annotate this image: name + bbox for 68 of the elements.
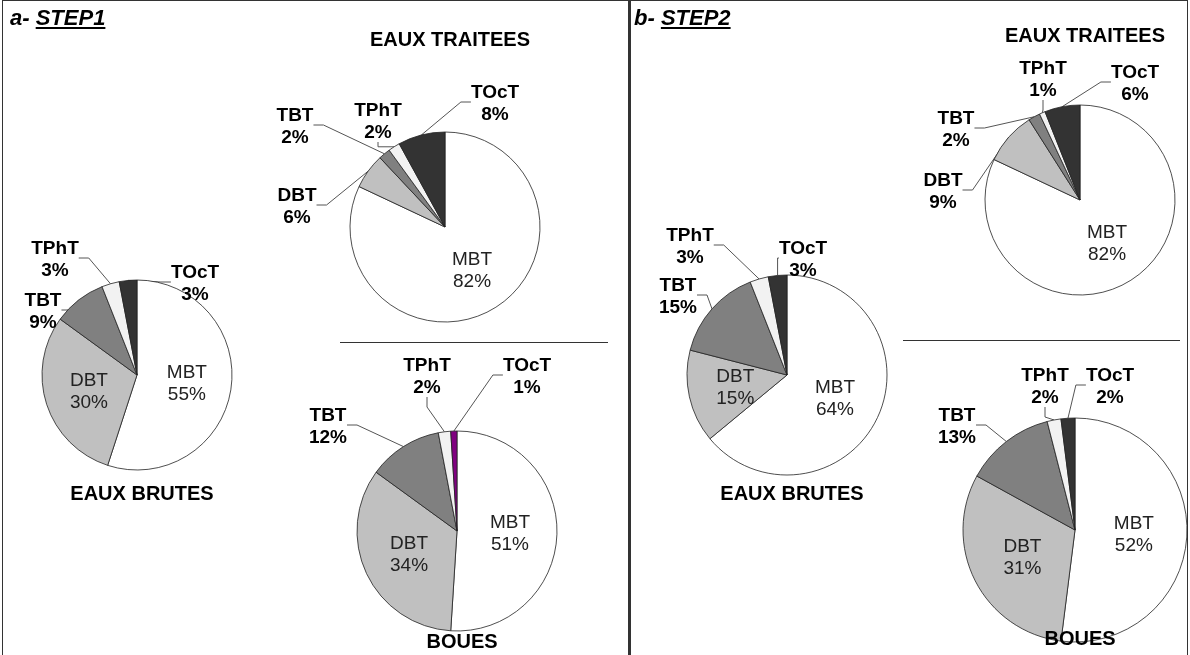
slice-label: DBT [1003, 535, 1042, 557]
slice-label: MBT [489, 511, 531, 533]
text: a- STEP1 [10, 5, 106, 30]
slice-label: TPhT [1021, 363, 1070, 385]
data-label: 55% [167, 383, 206, 405]
slice-label: TBT [937, 106, 975, 128]
data-label: 6% [1121, 82, 1149, 104]
slice-label: TBT [276, 103, 314, 125]
slice-label: MBT [1113, 512, 1155, 534]
data-label: 52% [1114, 534, 1153, 556]
slice-label: TPhT [1019, 56, 1068, 78]
data-label: 3% [676, 245, 704, 267]
slice-label: DBT [69, 369, 109, 391]
data-label: 2% [413, 375, 441, 397]
data-label: 3% [789, 258, 817, 280]
slice-label: TPhT [354, 98, 403, 120]
data-label: 64% [815, 398, 855, 420]
chart-title: EAUX TRAITEES [1004, 24, 1166, 46]
slice-label: DBT [716, 365, 755, 387]
data-label: 82% [453, 270, 492, 292]
data-label: 2% [942, 128, 970, 150]
text: EAUX BRUTES [70, 482, 214, 504]
data-label: 34% [390, 554, 429, 576]
data-label: 1% [1029, 78, 1057, 100]
data-label: 3% [181, 282, 209, 304]
slice-label: TOcT [1085, 363, 1135, 385]
slice-label: TOcT [502, 353, 552, 375]
data-label: 12% [308, 425, 348, 447]
data-label: 13% [937, 425, 977, 447]
data-label: 2% [1096, 385, 1124, 407]
data-label: 30% [69, 391, 109, 413]
text: EAUX BRUTES [720, 482, 864, 504]
slice-label: DBT [923, 168, 963, 190]
data-label: 9% [29, 310, 57, 332]
slice-label: MBT [814, 376, 856, 398]
slice-label: TOcT [1110, 60, 1160, 82]
data-label: 2% [1031, 385, 1059, 407]
slice-label: TOcT [470, 80, 520, 102]
text: b- STEP2 [634, 5, 731, 30]
slice-label: MBT [1087, 221, 1128, 243]
slice-label: TPhT [666, 223, 715, 245]
data-label: 82% [1088, 243, 1127, 265]
data-label: 3% [41, 258, 69, 280]
data-label: 51% [490, 533, 530, 555]
slice-label: TBT [659, 273, 697, 295]
slice-label: TPhT [31, 236, 80, 258]
slice-label: TBT [938, 403, 976, 425]
slice-label: DBT [390, 532, 429, 554]
slice-label: DBT [277, 183, 317, 205]
data-label: 31% [1003, 557, 1042, 579]
text: BOUES [426, 630, 498, 652]
slice-label: TPhT [403, 353, 452, 375]
chart-title: EAUX TRAITEES [369, 28, 531, 50]
data-label: 6% [283, 205, 311, 227]
data-label: 15% [716, 387, 755, 409]
data-label: 9% [929, 190, 957, 212]
slice-label: MBT [452, 248, 493, 270]
slice-label: TBT [24, 288, 62, 310]
data-label: 1% [513, 375, 541, 397]
data-label: 15% [658, 295, 698, 317]
data-label: 8% [481, 102, 509, 124]
text: BOUES [1044, 627, 1116, 649]
slice-label: TBT [309, 403, 347, 425]
slice-label: TOcT [170, 260, 220, 282]
slice-label: MBT [166, 361, 208, 383]
data-label: 2% [281, 125, 309, 147]
slice-label: TOcT [778, 236, 828, 258]
data-label: 2% [364, 120, 392, 142]
